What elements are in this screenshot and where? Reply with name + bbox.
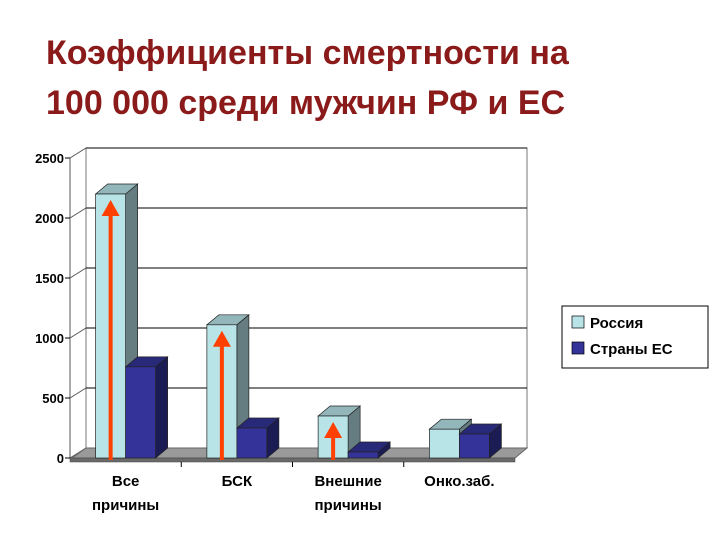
chart-floor-front (69, 457, 516, 463)
legend-swatch (571, 315, 585, 329)
x-category-label: Внешние (314, 473, 381, 490)
bar (458, 423, 503, 459)
up-arrow-annotation (212, 330, 231, 460)
y-tick-label: 2500 (35, 151, 64, 166)
slide-title-line-2: 100 000 среди мужчин РФ и ЕС (46, 84, 566, 122)
bar-front (347, 451, 379, 459)
y-tick-label: 0 (57, 451, 64, 466)
gridline-side (69, 147, 87, 159)
y-tick-label: 1500 (35, 271, 64, 286)
y-tick-label: 1000 (35, 331, 64, 346)
gridline-side (69, 267, 87, 279)
y-tick-label: 500 (42, 391, 64, 406)
gridline-side (69, 327, 87, 339)
bar (347, 441, 392, 459)
up-arrow-annotation (324, 422, 343, 460)
bar-side (155, 356, 168, 459)
arrow-head (101, 200, 120, 216)
gridline-side (69, 207, 87, 219)
bar (124, 356, 169, 459)
bar-front (236, 427, 268, 459)
legend-box (561, 305, 709, 369)
bar (235, 417, 280, 459)
legend-swatch (571, 341, 585, 355)
x-category-label: Все (112, 473, 140, 490)
x-axis: Все причины БСК Внешние причины Онко.заб. (92, 462, 495, 514)
bar-front (459, 433, 490, 459)
gridline-side (69, 387, 87, 399)
legend-label: Страны ЕС (590, 341, 673, 358)
up-arrow-annotation (101, 200, 120, 460)
y-tick-label: 2000 (35, 211, 64, 226)
arrow-head (324, 422, 343, 438)
slide-title-line-1: Коэффициенты смертности на (46, 34, 569, 72)
legend-label: Россия (590, 315, 643, 332)
legend: Россия Страны ЕС (561, 305, 709, 369)
arrow-head (212, 330, 231, 347)
slide-title: Коэффициенты смертности на 100 000 среди… (46, 28, 706, 128)
x-category-label: причины (92, 497, 159, 514)
x-category-label: БСК (222, 473, 253, 490)
x-category-label: причины (315, 497, 382, 514)
x-category-label: Онко.заб. (424, 473, 494, 490)
bar-front (125, 366, 156, 459)
bar-front (429, 428, 460, 459)
annotation-arrows (101, 200, 343, 460)
y-axis: 0 500 1000 1500 2000 2500 (35, 151, 70, 466)
